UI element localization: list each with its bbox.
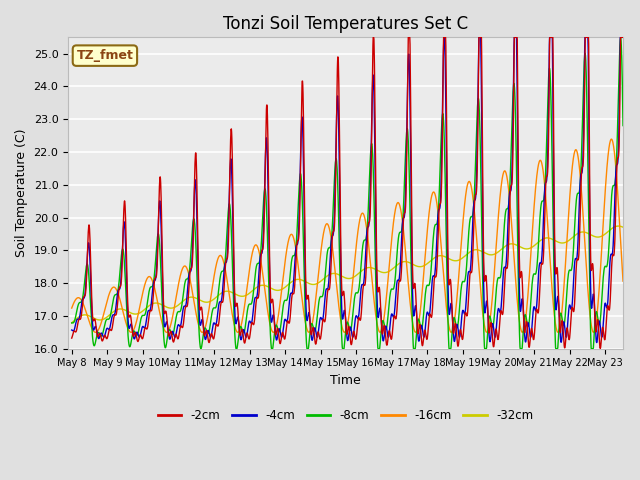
X-axis label: Time: Time [330,374,361,387]
Y-axis label: Soil Temperature (C): Soil Temperature (C) [15,129,28,257]
Title: Tonzi Soil Temperatures Set C: Tonzi Soil Temperatures Set C [223,15,468,33]
Legend: -2cm, -4cm, -8cm, -16cm, -32cm: -2cm, -4cm, -8cm, -16cm, -32cm [153,405,538,427]
Text: TZ_fmet: TZ_fmet [76,49,133,62]
